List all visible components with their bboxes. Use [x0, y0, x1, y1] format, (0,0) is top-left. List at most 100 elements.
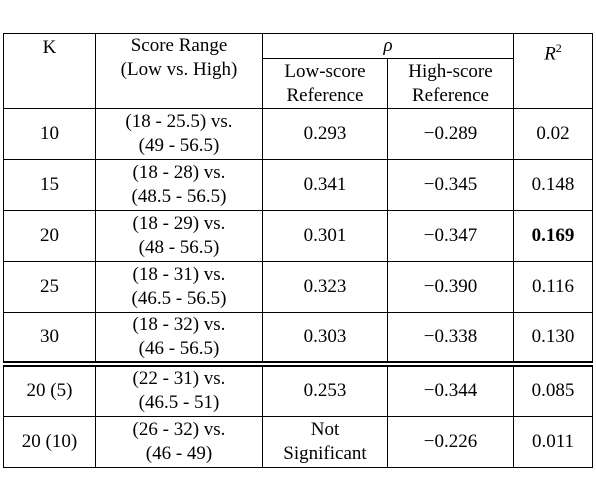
body-cell: 0.085 — [513, 361, 593, 417]
header-text: High-score — [408, 60, 493, 82]
body-cell: 0.02 — [513, 108, 593, 160]
header-text: Score Range — [130, 35, 228, 56]
body-cell: −0.345 — [387, 159, 514, 211]
header-cell: High-score Reference — [387, 58, 514, 109]
body-cell: 25 — [3, 261, 96, 313]
cell-text: (48.5 - 56.5) — [131, 186, 227, 207]
body-cell: 30 — [3, 312, 96, 365]
header-text: Low-score — [284, 60, 366, 82]
body-cell: 20 (10) — [3, 415, 96, 468]
body-cell: −0.226 — [387, 415, 514, 468]
cell-text: Not — [310, 418, 340, 440]
header-text: (Low vs. High) — [120, 59, 238, 80]
cell-text: (22 - 31) vs. — [132, 368, 226, 390]
cell-text: −0.226 — [423, 430, 478, 452]
header-cell: Score Range (Low vs. High) — [95, 33, 263, 109]
body-row: 30 (18 - 32) vs. (46 - 56.5) 0.303 −0.338 0.1… — [3, 312, 593, 365]
body-row: 20 (10) (26 - 32) vs. (46 - 49) Not Signific… — [3, 415, 593, 468]
cell-text: 20 (10) — [21, 430, 78, 452]
body-cell: 0.253 — [262, 361, 388, 417]
cell-text: (18 - 31) vs. — [132, 264, 226, 285]
cell-text: 0.148 — [531, 174, 575, 195]
cell-text: 10 — [40, 123, 59, 144]
cell-text: (26 - 32) vs. — [132, 418, 226, 440]
cell-text: −0.345 — [423, 174, 478, 195]
body-cell: −0.347 — [387, 210, 514, 262]
cell-text: 0.085 — [531, 380, 575, 402]
body-row: 20 (18 - 29) vs. (48 - 56.5) 0.301 −0.347 0.1… — [3, 210, 593, 262]
cell-text: Significant — [283, 442, 367, 464]
cell-text: −0.338 — [423, 326, 478, 347]
body-cell: 15 — [3, 159, 96, 211]
body-cell: 20 — [3, 210, 96, 262]
header-cell: Low-score Reference — [262, 58, 388, 109]
cell-text: (46 - 56.5) — [138, 338, 220, 359]
cell-text: 0.02 — [536, 123, 570, 144]
body-cell: 0.293 — [262, 108, 388, 160]
body-cell: Not Significant — [262, 415, 388, 468]
body-cell: 0.116 — [513, 261, 593, 313]
body-cell: 10 — [3, 108, 96, 160]
header-text: Reference — [286, 84, 364, 106]
cell-text: 0.011 — [531, 430, 575, 452]
results-table: K Score Range (Low vs. High) ρ R2 Low-sc… — [3, 33, 593, 468]
body-cell: −0.390 — [387, 261, 514, 313]
body-row: 10 (18 - 25.5) vs. (49 - 56.5) 0.293 −0.289 0… — [3, 108, 593, 160]
cell-text: (46 - 49) — [145, 442, 213, 464]
header-cell: R2 — [513, 33, 593, 109]
cell-text: (48 - 56.5) — [138, 237, 220, 258]
cell-text: 0.130 — [531, 326, 575, 347]
cell-text: 0.293 — [303, 123, 347, 144]
header-text: R — [544, 43, 556, 65]
body-row: 20 (5) (22 - 31) vs. (46.5 - 51) 0.253 −0.34… — [3, 361, 593, 417]
body-cell: (26 - 32) vs. (46 - 49) — [95, 415, 263, 468]
cell-text: (46.5 - 51) — [138, 392, 220, 414]
header-text: 2 — [555, 41, 562, 55]
header-cell: K — [3, 33, 96, 109]
cell-text: −0.344 — [423, 380, 478, 402]
header-cell: ρ — [262, 33, 514, 59]
cell-text: 20 (5) — [26, 380, 73, 402]
cell-text: 30 — [40, 326, 59, 347]
body-cell: −0.338 — [387, 312, 514, 365]
body-cell: 0.148 — [513, 159, 593, 211]
body-cell: 0.323 — [262, 261, 388, 313]
body-cell: 0.341 — [262, 159, 388, 211]
cell-text: (18 - 32) vs. — [132, 314, 226, 335]
header-text: ρ — [383, 35, 393, 56]
body-cell: 20 (5) — [3, 361, 96, 417]
cell-text: 0.303 — [303, 326, 347, 347]
header-text: Reference — [412, 84, 489, 106]
cell-text: −0.289 — [423, 123, 478, 144]
body-row: 15 (18 - 28) vs. (48.5 - 56.5) 0.341 −0.345 0… — [3, 159, 593, 211]
body-cell: 0.303 — [262, 312, 388, 365]
body-cell: −0.289 — [387, 108, 514, 160]
cell-text: 25 — [40, 276, 59, 297]
cell-text: (18 - 29) vs. — [132, 213, 226, 234]
header-row: Low-score Reference High-score Reference — [4, 58, 593, 109]
body-cell: 0.169 — [513, 210, 593, 262]
header-text: K — [42, 37, 57, 58]
body-cell: (18 - 31) vs. (46.5 - 56.5) — [95, 261, 263, 313]
body-cell: (18 - 29) vs. (48 - 56.5) — [95, 210, 263, 262]
body-cell: −0.344 — [387, 361, 514, 417]
cell-text: (18 - 28) vs. — [132, 162, 226, 183]
body-cell: (22 - 31) vs. (46.5 - 51) — [95, 361, 263, 417]
cell-text: 0.301 — [303, 225, 347, 246]
body-cell: (18 - 25.5) vs. (49 - 56.5) — [95, 108, 263, 160]
body-cell: (18 - 28) vs. (48.5 - 56.5) — [95, 159, 263, 211]
body-cell: 0.130 — [513, 312, 593, 365]
body-cell: 0.301 — [262, 210, 388, 262]
cell-text: (49 - 56.5) — [138, 135, 220, 156]
cell-text: (18 - 25.5) vs. — [125, 111, 233, 132]
cell-text: (46.5 - 56.5) — [131, 288, 227, 309]
cell-text: 0.341 — [303, 174, 347, 195]
cell-text: −0.390 — [423, 276, 478, 297]
table-wrap: K Score Range (Low vs. High) ρ R2 Low-sc… — [3, 33, 593, 468]
cell-text: 0.253 — [303, 380, 347, 402]
body-cell: 0.011 — [513, 415, 593, 468]
cell-text: 20 — [40, 225, 59, 246]
header-row: K Score Range (Low vs. High) ρ R2 — [3, 33, 593, 109]
body-cell: (18 - 32) vs. (46 - 56.5) — [95, 312, 263, 365]
cell-text: 0.169 — [531, 225, 575, 246]
